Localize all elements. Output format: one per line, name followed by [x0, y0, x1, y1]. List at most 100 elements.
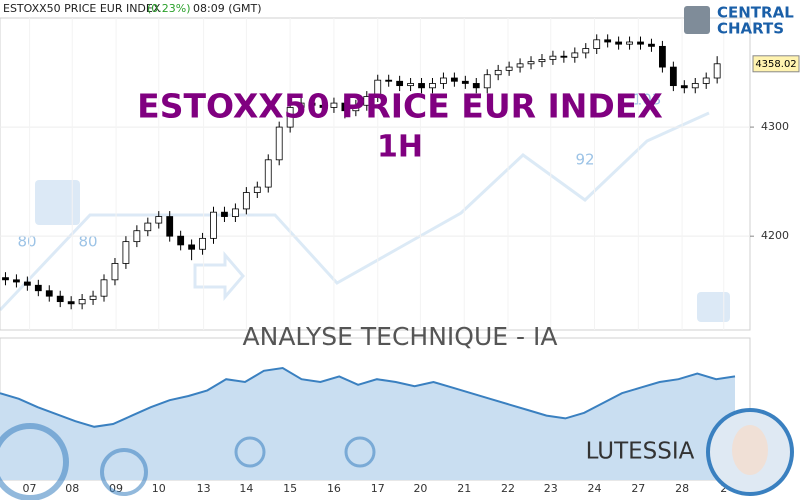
candle-body [253, 186, 261, 193]
candle-body [374, 79, 382, 97]
watermark-label: 103 [633, 91, 662, 109]
candle-body [461, 80, 469, 84]
candle-body [297, 102, 305, 108]
candle-body [221, 211, 228, 217]
watermark-arrow [193, 250, 245, 302]
candle-body [330, 102, 338, 108]
watermark-line [0, 111, 710, 312]
x-tick-label: 21 [457, 482, 471, 495]
x-tick-label: 27 [631, 482, 645, 495]
candle-body [659, 45, 666, 68]
overlay-timeframe: 1H [377, 130, 423, 165]
watermark-icon [35, 180, 80, 225]
candle-body [494, 69, 502, 76]
candle-body [319, 104, 327, 108]
deco-circle [100, 448, 148, 496]
candle-body [286, 107, 294, 128]
watermark-labels: 80 80 103 92 [17, 91, 661, 251]
candle-body [680, 85, 688, 89]
hex-decoration [0, 423, 376, 500]
x-tick-label: 07 [23, 482, 37, 495]
watermark-label: 80 [78, 233, 97, 251]
avatar-face [732, 425, 768, 475]
candle-body [396, 80, 404, 87]
candle-body [242, 192, 250, 210]
candle-body [199, 237, 206, 250]
candle-body [264, 159, 272, 188]
candle-body [429, 83, 436, 89]
candle-body [78, 299, 86, 305]
deco-circle [344, 436, 376, 468]
candle-body [13, 279, 20, 283]
candle-body [144, 222, 152, 232]
deco-circle [0, 423, 69, 500]
candle-body [527, 61, 535, 65]
watermark-label: 80 [17, 233, 36, 251]
candle-body [637, 41, 644, 45]
candle-body [23, 281, 31, 286]
candle-body [582, 48, 590, 54]
candle-body [648, 43, 655, 47]
candle-body [34, 284, 42, 292]
candle-body [516, 63, 524, 68]
header-time: 08:09 (GMT) [193, 2, 262, 15]
y-tick-label: 4200 [761, 229, 789, 242]
candle-body [593, 39, 601, 49]
candle-body [571, 52, 579, 58]
candle-body [560, 55, 568, 58]
candle-body [407, 83, 414, 87]
candle-body [111, 263, 119, 281]
candle-body [450, 77, 458, 82]
last-price-label: 4358.02 [755, 59, 796, 70]
candle-body [604, 39, 612, 43]
x-tick-label: 2 [720, 482, 727, 495]
overlay-title: ESTOXX50 PRICE EUR INDEX [137, 87, 663, 126]
candle-body [155, 216, 163, 224]
candle-body [100, 279, 108, 297]
deco-circle [234, 436, 266, 468]
candle-body [166, 216, 174, 237]
candle-body [615, 41, 623, 45]
x-tick-label: 17 [371, 482, 385, 495]
x-tick-label: 14 [239, 482, 253, 495]
watermark [0, 111, 730, 322]
x-tick-label: 08 [65, 482, 79, 495]
overlay-subtitle: ANALYSE TECHNIQUE - IA [243, 322, 558, 351]
candle-body [669, 66, 677, 87]
x-tick-label: 23 [544, 482, 558, 495]
candle-body [713, 63, 721, 79]
x-tick-label: 28 [675, 482, 689, 495]
candle-body [67, 301, 75, 305]
last-price-box [752, 55, 800, 73]
candle-body [626, 41, 633, 45]
x-tick-label: 22 [501, 482, 515, 495]
candle-body [122, 241, 130, 264]
main-panel [0, 17, 751, 331]
candle-body [210, 211, 217, 239]
candle-body [133, 230, 141, 243]
candle-body [308, 102, 316, 106]
candle-body [702, 77, 710, 84]
candle-body [188, 244, 196, 250]
logo-icon [684, 6, 710, 34]
candle-body [549, 55, 557, 60]
candle-body [505, 66, 513, 71]
brand: LUTESSIA [586, 439, 695, 465]
x-tick-label: 20 [413, 482, 427, 495]
candle-body [363, 96, 371, 106]
x-tick-label: 24 [588, 482, 602, 495]
logo-text: CENTRAL [717, 4, 794, 22]
y-tick-label: 4300 [761, 120, 789, 133]
header-symbol: ESTOXX50 PRICE EUR INDEX [3, 2, 161, 15]
x-tick-label: 16 [327, 482, 341, 495]
x-tick-label: 10 [152, 482, 166, 495]
candle-body [483, 74, 491, 89]
candle-body [232, 208, 239, 217]
candle-body [385, 79, 393, 82]
candle-body [538, 59, 546, 63]
watermark-label: 92 [575, 151, 594, 169]
x-tick-label: 13 [197, 482, 211, 495]
candle-body [45, 290, 53, 297]
candle-body [472, 83, 480, 89]
candle-body [691, 83, 699, 89]
